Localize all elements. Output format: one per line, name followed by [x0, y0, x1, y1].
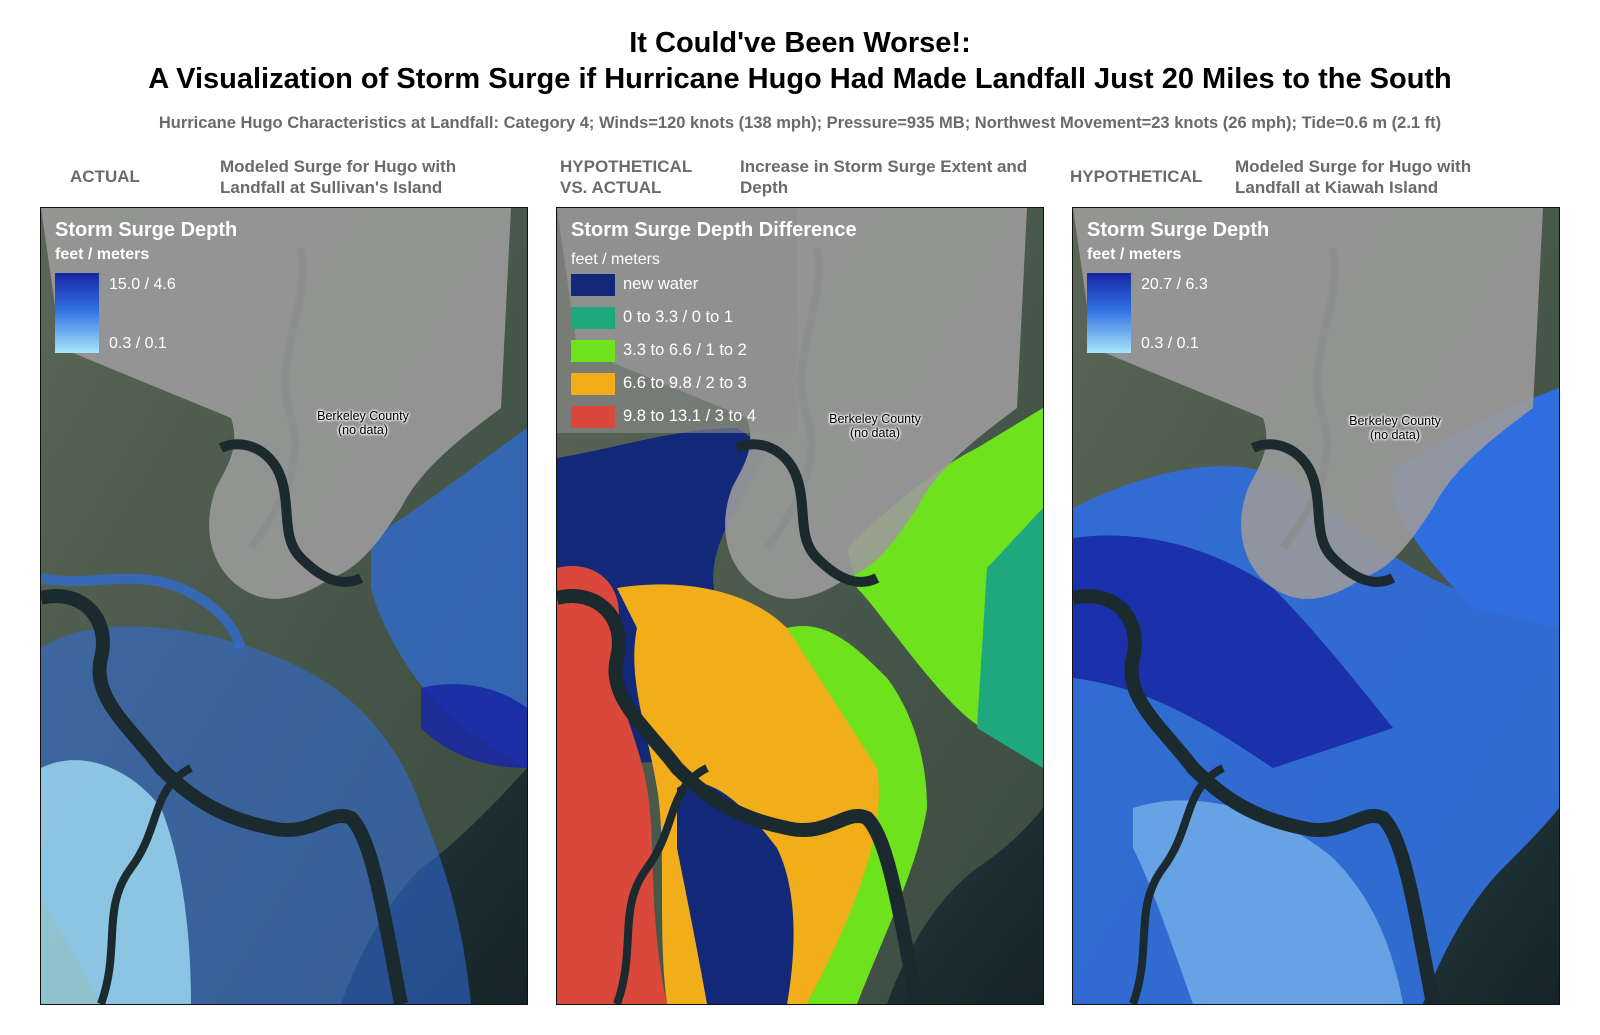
legend-class-label: 0 to 3.3 / 0 to 1	[623, 308, 734, 326]
legend-max-actual: 15.0 / 4.6	[109, 276, 176, 293]
class-0-3p3-east	[977, 508, 1043, 768]
county-label-difference: Berkeley County (no data)	[815, 412, 935, 440]
ocean	[1423, 808, 1559, 1004]
map-title-line2: A Visualization of Storm Surge if Hurric…	[148, 63, 1452, 95]
county-note: (no data)	[337, 423, 389, 437]
map-title: It Could've Been Worse!:	[629, 27, 971, 59]
river-ashley	[1073, 589, 1440, 1004]
river-stono	[97, 764, 193, 1004]
legend-class-label: 9.8 to 13.1 / 3 to 4	[623, 407, 757, 425]
surge-area-deep-west	[1073, 535, 1393, 768]
legend-class-label: 6.6 to 9.8 / 2 to 3	[623, 374, 747, 392]
surge-area-east	[371, 428, 527, 768]
panel-tag-line2: VS. ACTUAL	[560, 178, 662, 197]
legend-title-actual: Storm Surge Depth	[55, 219, 238, 241]
legend-color-ramp-actual	[55, 273, 99, 353]
legend-title-hypothetical: Storm Surge Depth	[1087, 219, 1270, 241]
county-name: Berkeley County	[829, 412, 921, 426]
legend-swatch	[571, 307, 615, 329]
river-wando	[734, 439, 880, 587]
legend-swatch	[571, 340, 615, 362]
berkeley-county-mask	[1073, 208, 1543, 599]
class-9p8-13p1-west	[557, 566, 667, 1004]
legend-swatch	[571, 373, 615, 395]
county-name: Berkeley County	[317, 409, 409, 423]
surge-channel	[41, 573, 246, 650]
panel-description-hypothetical: Modeled Surge for Hugo with Landfall at …	[1235, 157, 1472, 197]
county-note: (no data)	[1369, 428, 1421, 442]
panel-tag-hypothetical: HYPOTHETICAL	[1070, 167, 1203, 186]
legend-class-label: 3.3 to 6.6 / 1 to 2	[623, 341, 747, 359]
class-new-water-south	[677, 782, 794, 1004]
map-subtitle: Hurricane Hugo Characteristics at Landfa…	[158, 114, 1442, 132]
county-name: Berkeley County	[1349, 414, 1441, 428]
map-panel-hypothetical: Storm Surge Depth feet / meters 20.7 / 6…	[1072, 207, 1560, 1005]
surge-map-hypothetical	[1073, 208, 1559, 1004]
panel-description-actual: Modeled Surge for Hugo with Landfall at …	[220, 157, 457, 197]
berkeley-county-mask	[41, 208, 511, 599]
map-panel-actual: Storm Surge Depth feet / meters 15.0 / 4…	[40, 207, 528, 1005]
legend-min-actual: 0.3 / 0.1	[109, 335, 167, 352]
surge-area-deep	[421, 684, 527, 768]
panel-tag-actual: ACTUAL	[70, 167, 140, 186]
legend-max-hypothetical: 20.7 / 6.3	[1141, 276, 1208, 293]
river-stono	[613, 764, 709, 1004]
river-ashley	[557, 589, 924, 1004]
legend-min-hypothetical: 0.3 / 0.1	[1141, 335, 1199, 352]
legend-swatch	[571, 274, 615, 296]
surge-map-actual	[41, 208, 527, 1004]
panel-header-actual: ACTUAL Modeled Surge for Hugo with Landf…	[40, 156, 530, 200]
county-label-actual: Berkeley County (no data)	[303, 409, 423, 437]
class-6p6-9p8-central	[617, 584, 889, 1004]
panel-tag-line1: HYPOTHETICAL	[560, 157, 693, 176]
county-label-hypothetical: Berkeley County (no data)	[1335, 414, 1455, 442]
surge-map-difference	[557, 208, 1043, 1004]
legend-units-actual: feet / meters	[55, 246, 150, 263]
river-wando	[218, 439, 364, 587]
legend-color-ramp-hypothetical	[1087, 273, 1131, 353]
river-ashley	[41, 589, 408, 1004]
panel-description-difference: Increase in Storm Surge Extent and Depth	[740, 157, 1028, 197]
legend-units-hypothetical: feet / meters	[1087, 246, 1182, 263]
map-panel-difference: Storm Surge Depth Difference feet / mete…	[556, 207, 1044, 1005]
legend-units-difference: feet / meters	[571, 251, 660, 268]
panel-tag-difference: HYPOTHETICAL VS. ACTUAL	[560, 156, 692, 198]
legend-title-difference: Storm Surge Depth Difference	[571, 219, 857, 241]
river-wando	[1250, 439, 1396, 587]
ocean	[887, 808, 1043, 1004]
legend-class-label: new water	[623, 275, 699, 293]
surge-area-shallow	[1133, 800, 1403, 1004]
panel-header-difference: HYPOTHETICAL VS. ACTUAL Increase in Stor…	[560, 156, 1040, 200]
river-stono	[1129, 764, 1225, 1004]
legend-swatch	[571, 406, 615, 428]
panel-header-hypothetical: HYPOTHETICAL Modeled Surge for Hugo with…	[1070, 156, 1560, 200]
county-note: (no data)	[849, 426, 901, 440]
